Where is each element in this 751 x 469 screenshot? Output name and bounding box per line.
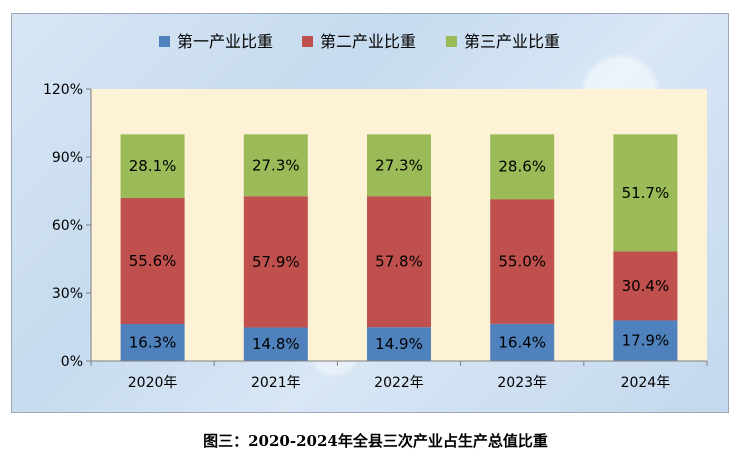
chart-frame: 第一产业比重 第二产业比重 第三产业比重 0% 30% 60% 90% 120% 2020年 2… [11, 13, 729, 413]
bar-2024-series-3 [613, 134, 678, 252]
y-tick-label: 90% [52, 150, 83, 166]
bar-2023-series-3 [490, 134, 555, 200]
bar-2023-series-2 [490, 199, 555, 324]
x-tick-label: 2022年 [374, 375, 424, 391]
x-tick-label: 2023年 [497, 375, 547, 391]
legend-swatch-1 [159, 36, 170, 47]
data-label-2024-series-2: 30.4% [622, 277, 670, 295]
data-label-2022-series-1: 14.9% [375, 335, 423, 353]
data-label-2020-series-1: 16.3% [129, 334, 177, 352]
data-label-2024-series-3: 51.7% [622, 184, 670, 202]
data-label-2024-series-1: 17.9% [622, 332, 670, 350]
bar-2023-series-1 [490, 323, 555, 361]
axes: 0% 30% 60% 90% 120% 2020年 2021年 2022年 2023年 2024年 [43, 82, 708, 391]
data-label-2021-series-3: 27.3% [252, 156, 300, 174]
x-tick-label: 2021年 [251, 375, 301, 391]
bar-2024-series-1 [613, 320, 678, 361]
bars [120, 134, 678, 361]
bar-2022-series-3 [367, 134, 431, 197]
legend-label-3: 第三产业比重 [464, 32, 560, 51]
bar-2022-series-2 [367, 196, 431, 328]
figure-caption: 图三：2020-2024年全县三次产业占生产总值比重 [203, 432, 548, 450]
chart: 第一产业比重 第二产业比重 第三产业比重 0% 30% 60% 90% 120% 2020年 2… [43, 32, 708, 391]
x-tick-label: 2020年 [128, 375, 178, 391]
bar-2020-series-2 [120, 198, 185, 325]
x-tick-label: 2024年 [621, 375, 671, 391]
y-tick-label: 30% [52, 286, 83, 302]
legend: 第一产业比重 第二产业比重 第三产业比重 [159, 32, 560, 51]
y-tick-label: 60% [52, 218, 83, 234]
data-label-2020-series-2: 55.6% [129, 252, 177, 270]
bar-2022-series-1 [367, 327, 431, 361]
data-label-2020-series-3: 28.1% [129, 157, 177, 175]
data-label-2022-series-2: 57.8% [375, 253, 423, 271]
data-label-2022-series-3: 27.3% [375, 156, 423, 174]
data-label-2023-series-2: 55.0% [498, 252, 546, 270]
data-label-2023-series-1: 16.4% [498, 333, 546, 351]
legend-swatch-3 [446, 36, 457, 47]
y-tick-label: 0% [61, 354, 83, 370]
legend-swatch-2 [302, 36, 313, 47]
legend-label-1: 第一产业比重 [177, 32, 273, 51]
bar-2020-series-1 [120, 324, 185, 361]
data-labels: 16.3% 55.6% 28.1% 14.8% 57.9% 27.3% 14.9% 57.8%… [129, 156, 669, 353]
bar-2021-series-1 [243, 327, 308, 361]
bar-2020-series-3 [120, 134, 185, 199]
legend-label-2: 第二产业比重 [320, 32, 416, 51]
bar-2024-series-2 [613, 251, 678, 321]
y-tick-label: 120% [43, 82, 83, 98]
data-label-2023-series-3: 28.6% [498, 158, 546, 176]
data-label-2021-series-2: 57.9% [252, 253, 300, 271]
bar-2021-series-2 [243, 196, 308, 328]
bar-2021-series-3 [243, 134, 308, 197]
data-label-2021-series-1: 14.8% [252, 335, 300, 353]
